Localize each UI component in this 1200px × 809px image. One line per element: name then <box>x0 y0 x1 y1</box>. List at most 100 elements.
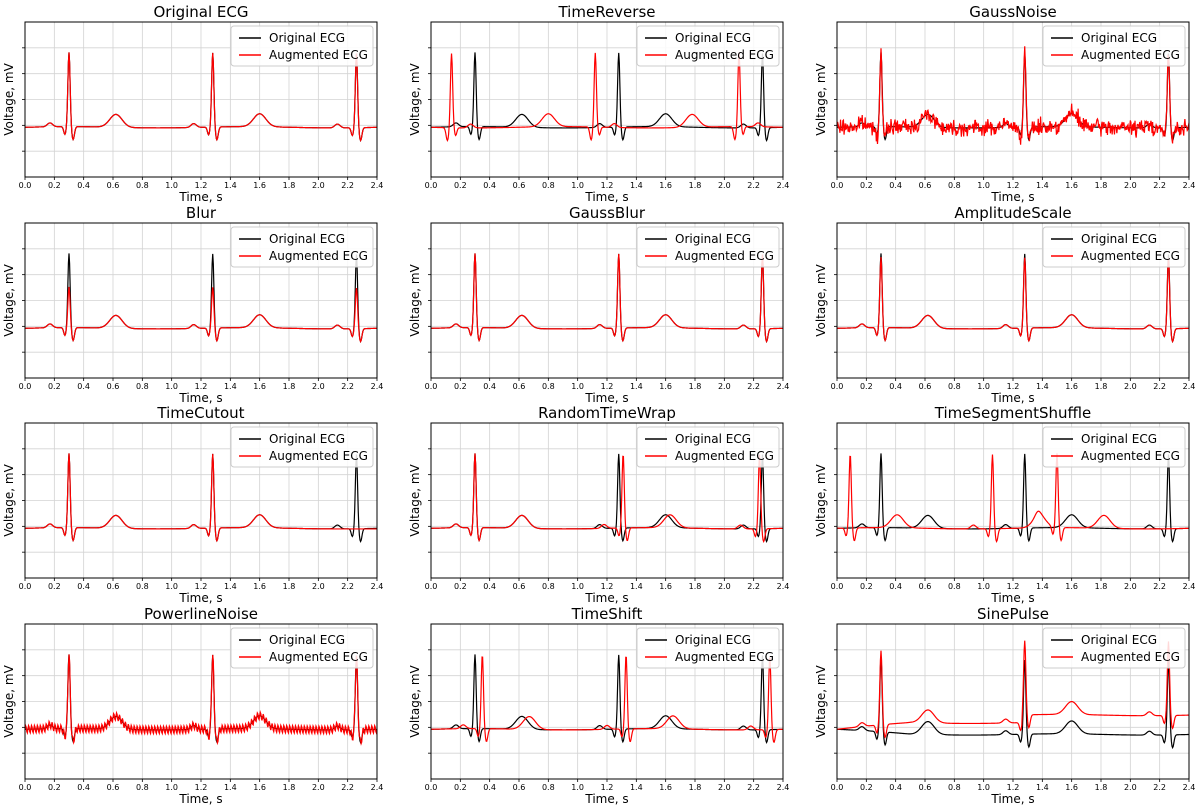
subplot-amplitudescale: 0.0 0.2 0.4 0.6 0.8 1.0 1.2 1.4 1.6 1.8 2.0 2.2 2.4 A… <box>814 204 1195 405</box>
x-tick-label: 2.2 <box>1153 582 1166 591</box>
x-tick-label: 0.8 <box>542 382 555 391</box>
subplot-gaussnoise: 0.0 0.2 0.4 0.6 0.8 1.0 1.2 1.4 1.6 1.8 2.0 2.2 2.4 G… <box>814 3 1195 204</box>
x-tick-label: 1.6 <box>1065 582 1078 591</box>
x-tick-label: 1.2 <box>1007 181 1020 190</box>
x-tick-label: 1.8 <box>689 382 702 391</box>
x-tick-label: 2.4 <box>777 382 790 391</box>
x-tick-label: 1.8 <box>283 582 296 591</box>
subplot-timereverse: 0.0 0.2 0.4 0.6 0.8 1.0 1.2 1.4 1.6 1.8 2.0 2.2 2.4 T… <box>408 3 789 204</box>
x-tick-label: 0.0 <box>831 382 844 391</box>
legend-box <box>1042 226 1186 268</box>
legend: Original ECG Augmented ECG <box>636 226 780 268</box>
y-axis-label: Voltage, mV <box>814 463 828 536</box>
legend-box <box>230 627 374 669</box>
legend-label: Original ECG <box>675 31 751 45</box>
x-tick-label: 1.0 <box>977 382 990 391</box>
x-tick-label: 1.4 <box>224 181 237 190</box>
x-tick-label: 0.4 <box>483 181 496 190</box>
grid <box>836 22 1190 177</box>
x-tick-label: 0.2 <box>48 582 61 591</box>
x-tick-label: 1.4 <box>224 382 237 391</box>
augmented-ecg-line <box>24 453 377 543</box>
x-tick-label: 2.0 <box>1124 181 1137 190</box>
x-tick-label: 2.0 <box>718 582 731 591</box>
subplot-title: GaussBlur <box>569 204 646 222</box>
subplot-title: PowerlineNoise <box>144 605 258 623</box>
x-tick-label: 1.4 <box>224 582 237 591</box>
x-tick-label: 1.2 <box>195 181 208 190</box>
legend: Original ECG Augmented ECG <box>1042 226 1186 268</box>
y-axis-label: Voltage, mV <box>814 664 828 737</box>
x-tick-label: 1.0 <box>571 783 584 792</box>
x-tick-label: 1.0 <box>165 783 178 792</box>
x-tick-label: 0.2 <box>860 382 873 391</box>
legend-label: Original ECG <box>269 232 345 246</box>
legend-box <box>636 627 780 669</box>
augmented-ecg-line <box>24 286 378 344</box>
legend: Original ECG Augmented ECG <box>230 426 374 468</box>
x-tick-label: 0.2 <box>454 783 467 792</box>
legend-label: Augmented ECG <box>269 449 368 463</box>
augmented-ecg-line <box>430 453 784 544</box>
x-tick-label: 2.0 <box>312 382 325 391</box>
subplot-title: GaussNoise <box>969 3 1057 21</box>
legend-label: Original ECG <box>1081 633 1157 647</box>
x-tick-label: 1.0 <box>977 582 990 591</box>
x-tick-label: 0.2 <box>48 382 61 391</box>
x-tick-label: 1.8 <box>1095 783 1108 792</box>
x-axis-label: Time, s <box>584 190 628 204</box>
x-tick-label: 2.0 <box>312 783 325 792</box>
x-tick-label: 0.4 <box>483 783 496 792</box>
x-tick-label: 0.8 <box>948 382 961 391</box>
augmented-ecg-line <box>430 253 784 344</box>
legend-label: Augmented ECG <box>675 48 774 62</box>
x-tick-label: 1.2 <box>1007 783 1020 792</box>
x-tick-label: 2.4 <box>371 181 384 190</box>
legend-label: Original ECG <box>675 432 751 446</box>
legend-box <box>1042 25 1186 67</box>
legend-label: Augmented ECG <box>675 650 774 664</box>
augmented-ecg-line <box>430 52 784 143</box>
x-axis-label: Time, s <box>584 591 628 605</box>
x-tick-label: 0.4 <box>483 582 496 591</box>
subplot-timeshift: 0.0 0.2 0.4 0.6 0.8 1.0 1.2 1.4 1.6 1.8 2.0 2.2 2.4 T… <box>408 605 789 806</box>
legend: Original ECG Augmented ECG <box>230 627 374 669</box>
x-tick-label: 2.2 <box>1153 181 1166 190</box>
x-tick-label: 0.6 <box>919 783 932 792</box>
y-axis-label: Voltage, mV <box>814 62 828 135</box>
x-tick-label: 2.2 <box>747 783 760 792</box>
x-tick-label: 1.6 <box>659 181 672 190</box>
legend: Original ECG Augmented ECG <box>636 25 780 67</box>
x-tick-label: 0.4 <box>77 382 90 391</box>
subplot-timesegmentshuffle: 0.0 0.2 0.4 0.6 0.8 1.0 1.2 1.4 1.6 1.8 2.0 2.2 2.4 T… <box>814 404 1195 605</box>
x-tick-label: 0.6 <box>513 582 526 591</box>
x-tick-label: 1.2 <box>601 382 614 391</box>
x-tick-label: 1.2 <box>195 783 208 792</box>
subplot-title: Original ECG <box>153 3 248 21</box>
x-tick-label: 1.4 <box>630 181 643 190</box>
x-tick-label: 1.8 <box>689 582 702 591</box>
x-tick-label: 0.2 <box>48 181 61 190</box>
x-axis-label: Time, s <box>178 591 222 605</box>
x-tick-label: 1.0 <box>165 582 178 591</box>
x-tick-label: 0.6 <box>513 181 526 190</box>
x-tick-label: 0.0 <box>831 783 844 792</box>
x-tick-label: 0.8 <box>542 582 555 591</box>
x-tick-label: 1.6 <box>659 382 672 391</box>
x-tick-label: 1.8 <box>689 181 702 190</box>
legend-box <box>1042 627 1186 669</box>
legend-box <box>636 226 780 268</box>
x-tick-label: 2.0 <box>718 181 731 190</box>
x-tick-label: 2.0 <box>312 582 325 591</box>
x-tick-label: 1.2 <box>1007 382 1020 391</box>
x-tick-label: 2.0 <box>1124 783 1137 792</box>
subplot-sinepulse: 0.0 0.2 0.4 0.6 0.8 1.0 1.2 1.4 1.6 1.8 2.0 2.2 2.4 S… <box>814 605 1195 806</box>
x-tick-label: 1.8 <box>1095 382 1108 391</box>
x-tick-label: 2.4 <box>371 382 384 391</box>
y-axis-label: Voltage, mV <box>814 263 828 336</box>
x-tick-label: 0.0 <box>19 181 32 190</box>
x-tick-label: 1.6 <box>1065 382 1078 391</box>
x-axis-label: Time, s <box>990 391 1034 405</box>
x-tick-label: 0.6 <box>919 582 932 591</box>
